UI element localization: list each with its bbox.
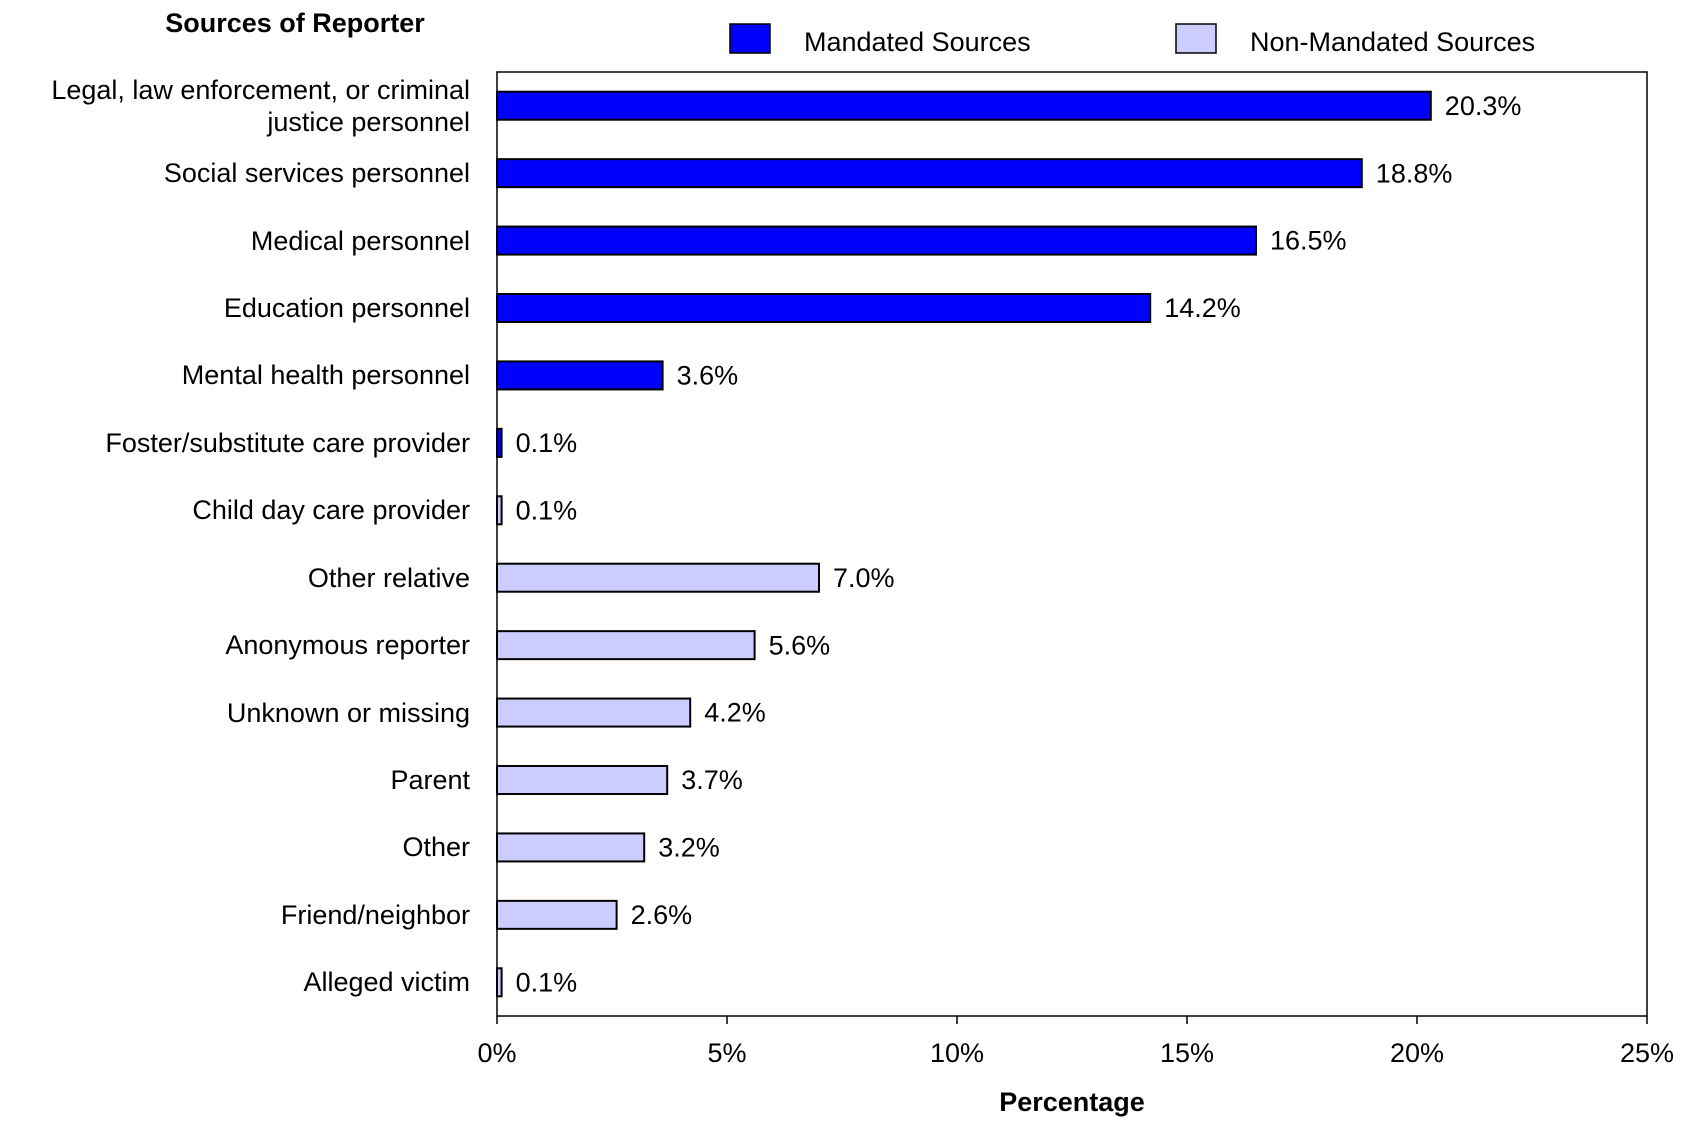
x-tick-label: 15% <box>1160 1038 1214 1068</box>
plot-frame <box>496 71 1648 1017</box>
y-tick-label: Legal, law enforcement, or criminal just… <box>51 74 470 137</box>
chart-title: Sources of Reporter <box>165 8 425 38</box>
bar <box>496 495 503 526</box>
value-label: 5.6% <box>769 630 831 660</box>
y-tick-label: Social services personnel <box>163 158 470 189</box>
bar <box>496 225 1257 256</box>
y-tick-label: Other <box>402 832 470 863</box>
bar <box>496 630 756 661</box>
bar <box>496 427 503 458</box>
bar <box>496 90 1432 121</box>
legend-label: Non-Mandated Sources <box>1250 27 1535 57</box>
bar <box>496 899 618 930</box>
bar <box>496 158 1363 189</box>
legend-swatch <box>1175 23 1217 54</box>
x-tick-label: 25% <box>1620 1038 1674 1068</box>
legend-label: Mandated Sources <box>804 27 1031 57</box>
y-tick-label: Foster/substitute care provider <box>105 427 470 458</box>
value-label: 20.3% <box>1445 91 1522 121</box>
y-tick-label: Child day care provider <box>192 495 470 526</box>
y-tick-label: Anonymous reporter <box>225 630 470 661</box>
value-label: 0.1% <box>516 495 578 525</box>
bar <box>496 832 646 863</box>
legend-swatch <box>729 23 771 54</box>
y-tick-label: Parent <box>390 765 470 795</box>
x-tick-label: 0% <box>477 1038 516 1068</box>
value-label: 3.6% <box>677 361 739 391</box>
value-label: 3.2% <box>658 833 720 863</box>
value-label: 14.2% <box>1164 293 1241 323</box>
value-label: 7.0% <box>833 563 895 593</box>
y-tick-label: Medical personnel <box>250 225 470 256</box>
x-axis-title: Percentage <box>999 1087 1145 1117</box>
y-tick-label: Other relative <box>307 562 470 593</box>
value-label: 0.1% <box>516 967 578 997</box>
value-label: 3.7% <box>681 765 743 795</box>
value-label: 0.1% <box>516 428 578 458</box>
y-tick-label: Education personnel <box>223 293 470 323</box>
bar <box>496 765 669 795</box>
bar <box>496 967 503 998</box>
bar <box>496 562 820 593</box>
value-label: 16.5% <box>1270 226 1347 256</box>
y-tick-label: Mental health personnel <box>181 360 470 391</box>
x-tick-label: 20% <box>1390 1038 1444 1068</box>
bar <box>496 697 692 728</box>
y-tick-label: Friend/neighbor <box>280 899 470 930</box>
x-tick-label: 5% <box>707 1038 746 1068</box>
value-label: 2.6% <box>631 900 693 930</box>
bar <box>496 360 664 391</box>
bar <box>496 293 1152 323</box>
y-tick-label: Unknown or missing <box>226 697 470 728</box>
value-label: 4.2% <box>704 698 766 728</box>
y-tick-label: Alleged victim <box>303 967 470 998</box>
value-label: 18.8% <box>1376 158 1453 188</box>
x-tick-label: 10% <box>930 1038 984 1068</box>
